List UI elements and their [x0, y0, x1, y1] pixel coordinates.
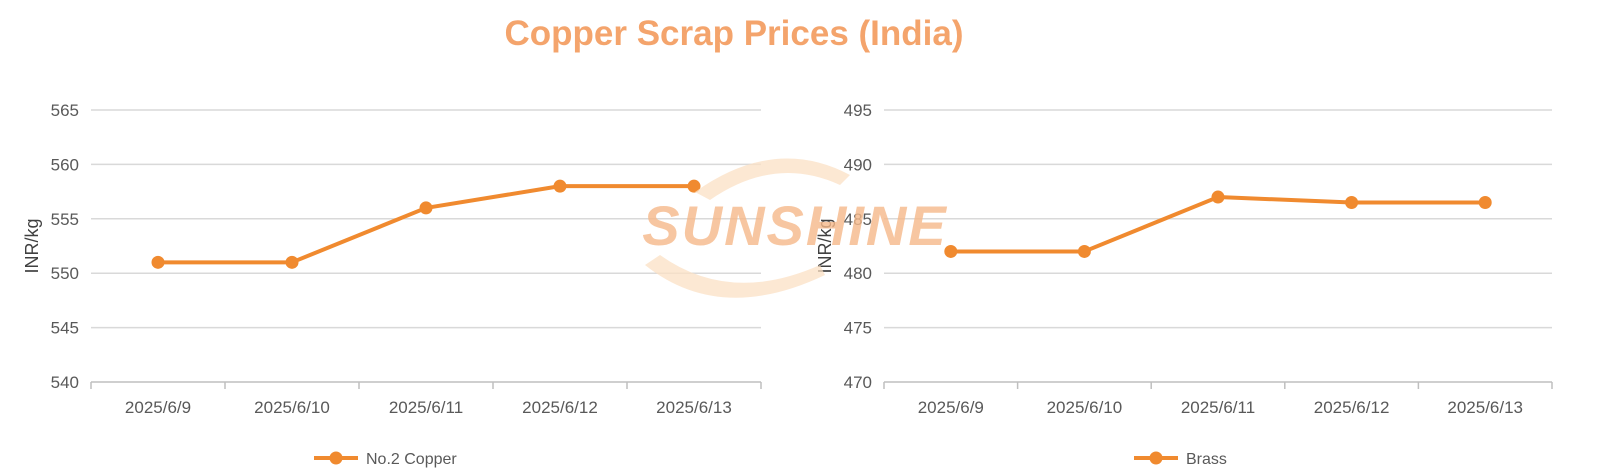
- x-tick-label: 2025/6/10: [1047, 398, 1123, 417]
- x-tick-label: 2025/6/11: [389, 398, 463, 417]
- watermark-arc-bottom: [645, 255, 825, 298]
- legend-label: Brass: [1186, 451, 1227, 468]
- x-tick-label: 2025/6/9: [125, 398, 191, 417]
- watermark-arc-top: [695, 158, 850, 200]
- x-tick-label: 2025/6/12: [1314, 398, 1390, 417]
- y-axis-title: INR/kg: [22, 218, 42, 273]
- copper-chart: 540 545 550 555 560 565 2025/6/9 2025/6/10 2025/…: [22, 101, 762, 468]
- data-point: [687, 179, 701, 193]
- x-tick-label: 2025/6/11: [1181, 398, 1255, 417]
- y-tick-label: 565: [51, 101, 79, 120]
- y-tick-label: 550: [51, 264, 79, 283]
- y-tick-label: 470: [844, 373, 872, 392]
- data-point: [1478, 195, 1492, 209]
- y-tick-label: 540: [51, 373, 79, 392]
- data-point: [1345, 195, 1359, 209]
- x-tick-label: 2025/6/13: [656, 398, 732, 417]
- x-tick-label: 2025/6/10: [254, 398, 330, 417]
- y-tick-label: 560: [51, 155, 79, 174]
- legend-marker: [1149, 451, 1163, 465]
- y-tick-label: 495: [844, 101, 872, 120]
- data-point: [1211, 190, 1225, 204]
- y-tick-label: 475: [844, 319, 872, 338]
- x-tick-label: 2025/6/13: [1447, 398, 1523, 417]
- legend-marker: [329, 451, 343, 465]
- data-point: [1077, 244, 1091, 258]
- data-point: [151, 255, 165, 269]
- x-tick-label: 2025/6/12: [522, 398, 598, 417]
- x-tick-label: 2025/6/9: [918, 398, 984, 417]
- legend-label: No.2 Copper: [366, 451, 457, 468]
- data-point: [419, 201, 433, 215]
- watermark-text: SUNSHINE: [642, 194, 947, 257]
- data-point: [553, 179, 567, 193]
- y-tick-label: 545: [51, 319, 79, 338]
- series-line: [950, 195, 1486, 254]
- data-point: [285, 255, 299, 269]
- sunshine-watermark-logo: SUNSHINE: [642, 158, 947, 298]
- page-title: Copper Scrap Prices (India): [504, 14, 964, 53]
- y-tick-label: 555: [51, 210, 79, 229]
